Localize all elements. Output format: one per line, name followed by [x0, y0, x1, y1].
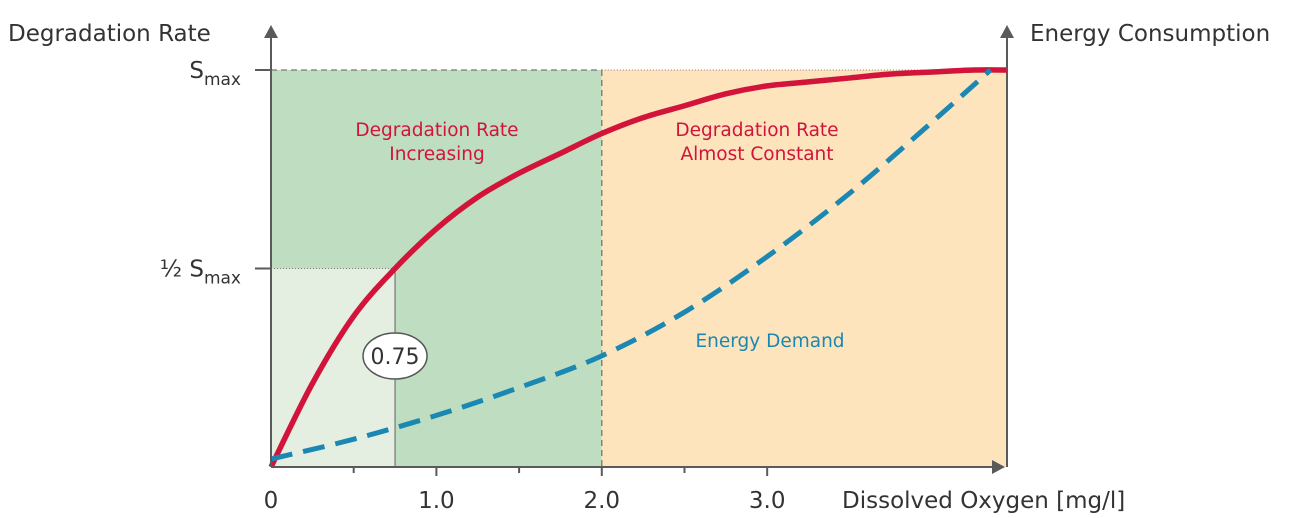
- half-saturation-callout: [362, 332, 428, 380]
- half-saturation-value: 0.75: [371, 345, 420, 370]
- chart-labels: 0 1.0 2.0 3.0 ½ Smax Smax Degradation Rate Ener…: [8, 21, 1270, 514]
- chart-series: [268, 67, 1008, 469]
- series-degradation-rate: [268, 67, 1008, 469]
- chart-regions: [271, 70, 1007, 467]
- y-axis-title: Degradation Rate: [8, 21, 211, 47]
- x-axis-arrow: [992, 460, 1005, 474]
- energy-demand-label: Energy Demand: [695, 331, 844, 352]
- region-2: [601, 70, 1007, 467]
- region-2-label: Almost Constant: [680, 144, 833, 165]
- x-tick-label: 0: [264, 488, 279, 514]
- y-tick-label: ½ Smax: [160, 257, 241, 289]
- x-tick-label: 1.0: [418, 488, 455, 514]
- region-1-label: Degradation Rate: [355, 120, 518, 141]
- y2-axis-arrow: [1000, 25, 1014, 38]
- x-tick-label: 3.0: [749, 488, 786, 514]
- series-energy-demand: [270, 68, 993, 462]
- region-2-label: Degradation Rate: [675, 120, 838, 141]
- region-1-label: Increasing: [389, 144, 485, 165]
- y-axis-arrow: [264, 25, 278, 38]
- y2-axis-title: Energy Consumption: [1030, 21, 1270, 47]
- x-axis-title: Dissolved Oxygen [mg/l]: [842, 488, 1125, 514]
- chart-axes: [255, 25, 1014, 476]
- x-tick-label: 2.0: [583, 488, 620, 514]
- y-tick-label: Smax: [189, 58, 241, 90]
